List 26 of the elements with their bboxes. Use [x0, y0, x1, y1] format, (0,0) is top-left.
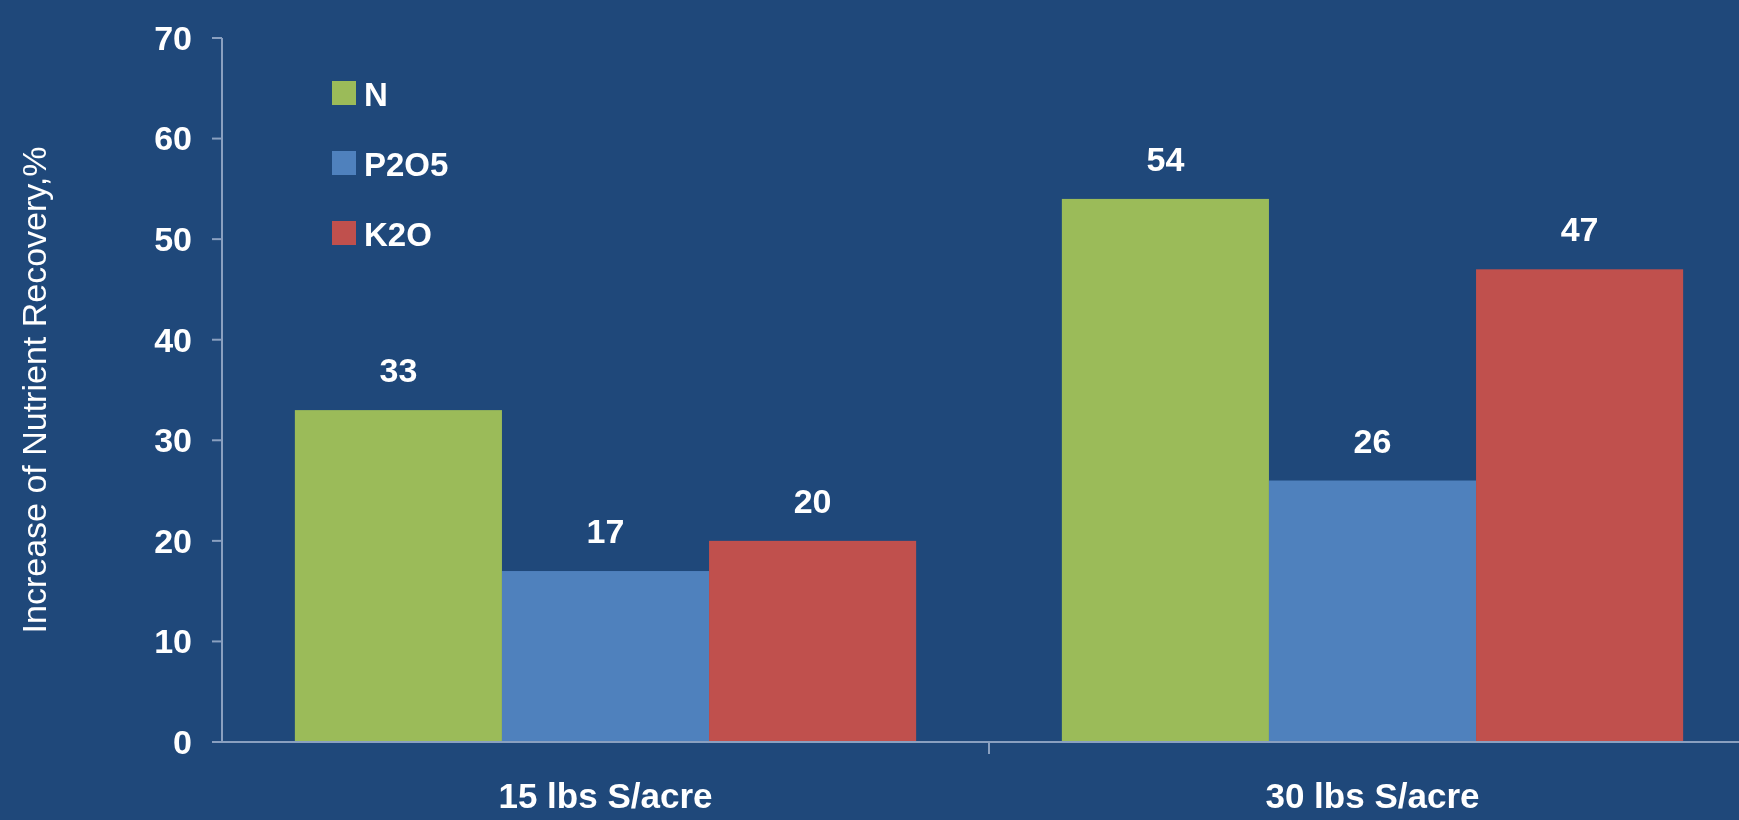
bar: [501, 571, 710, 742]
bar: [1476, 269, 1684, 742]
y-tick-label: 70: [154, 18, 192, 57]
data-label: 33: [379, 351, 418, 390]
y-tick-label: 50: [154, 220, 192, 259]
bar: [1061, 198, 1269, 742]
y-tick-label: 40: [154, 320, 192, 359]
x-tick-label: 15 lbs S/acre: [498, 776, 713, 815]
legend-label: K2O: [364, 215, 432, 253]
bar: [1268, 480, 1477, 742]
x-tick-label: 30 lbs S/acre: [1265, 776, 1480, 815]
y-tick-label: 10: [154, 622, 192, 661]
data-label: 20: [793, 481, 832, 520]
bar: [294, 410, 502, 742]
data-label: 47: [1560, 210, 1599, 249]
y-tick-label: 30: [154, 421, 192, 460]
legend-label: P2O5: [364, 145, 449, 183]
data-label: 54: [1146, 139, 1185, 178]
y-tick-label: 20: [154, 521, 192, 560]
y-tick-label: 60: [154, 119, 192, 158]
data-label: 17: [586, 512, 625, 551]
data-label: 26: [1353, 421, 1392, 460]
legend-label: N: [364, 75, 388, 113]
y-axis-title: Increase of Nutrient Recovery,%: [15, 146, 53, 634]
bar: [709, 540, 917, 742]
y-tick-label: 0: [173, 722, 192, 761]
